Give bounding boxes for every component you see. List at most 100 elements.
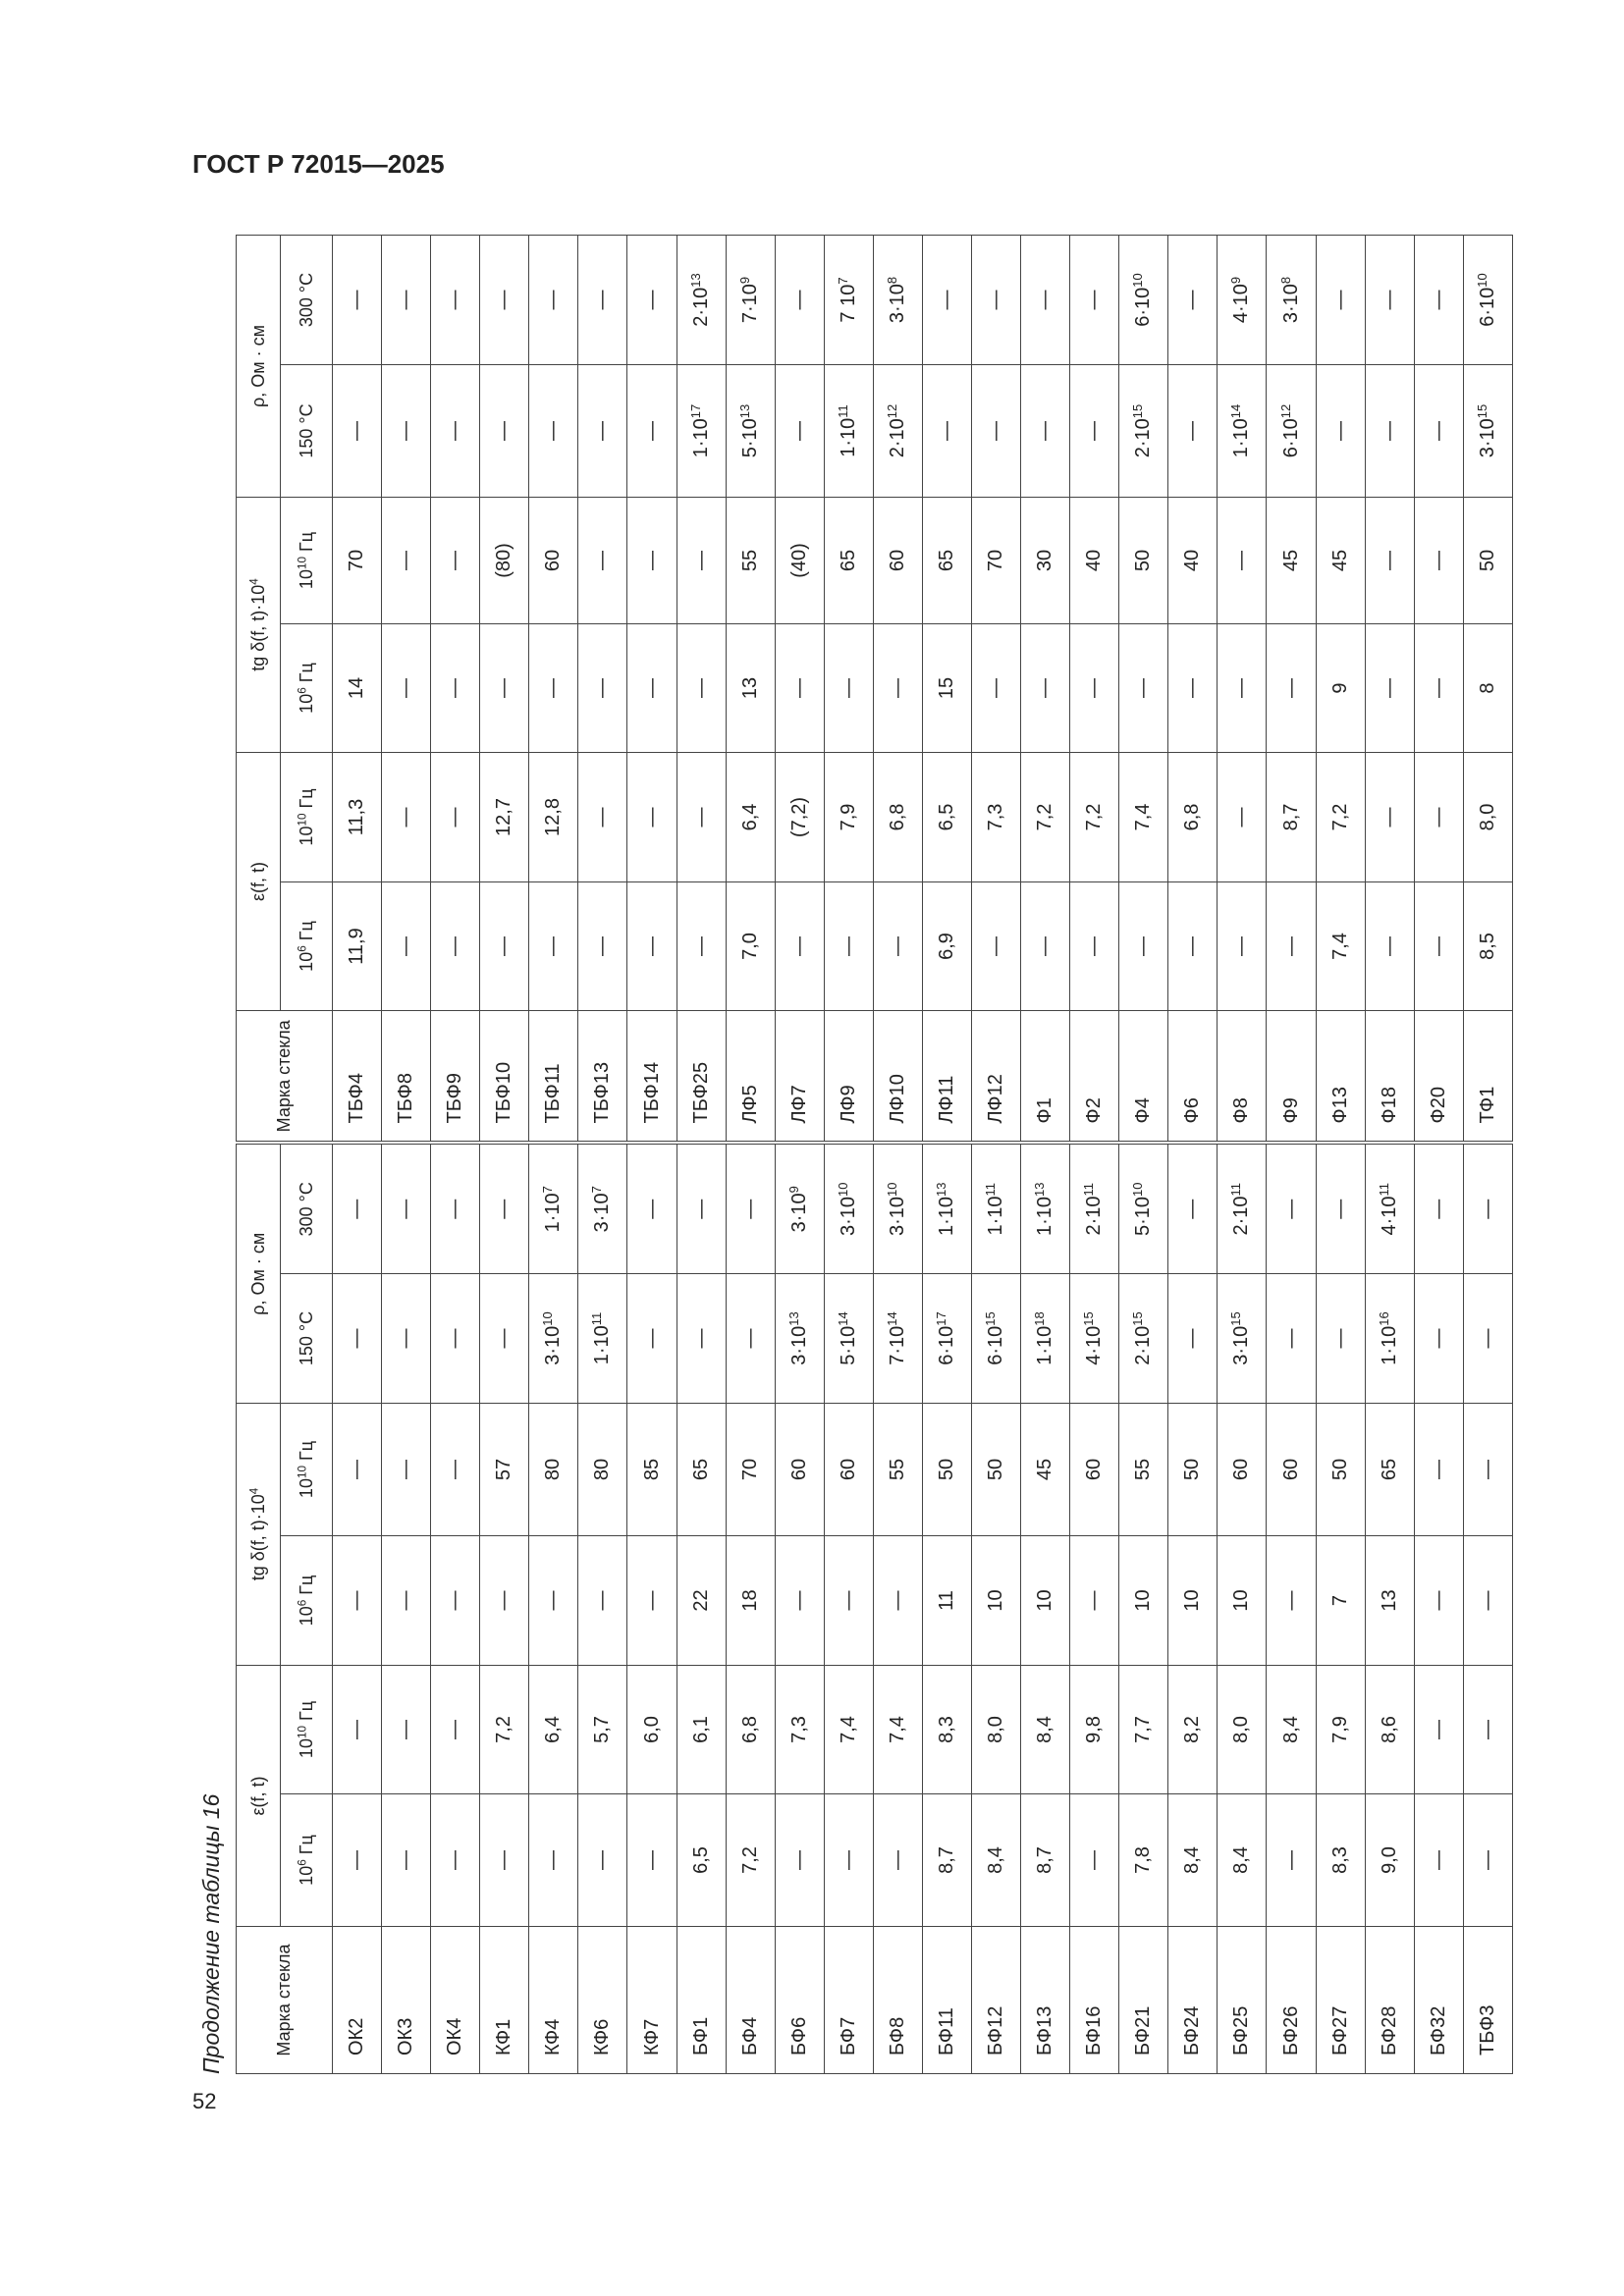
- table-cell: —: [1414, 1143, 1464, 1274]
- table-cell: 65: [922, 497, 972, 624]
- table-cell: ТБФ8: [381, 1010, 431, 1144]
- table-cell: —: [1217, 752, 1267, 882]
- table-cell: —: [1365, 881, 1415, 1011]
- text-part: 3·10: [542, 1325, 565, 1365]
- page-number: 52: [192, 2089, 217, 2113]
- table-cell: —: [430, 623, 480, 753]
- text-part: 2·10: [1230, 1196, 1253, 1236]
- table-cell: 8,4: [1020, 1665, 1070, 1794]
- table-cell: 5·1010: [1118, 1143, 1168, 1274]
- table-cell: 55: [1118, 1403, 1168, 1536]
- table-cell: 8,7: [922, 1793, 972, 1927]
- table-cell: —: [1365, 364, 1415, 498]
- table-row: БФ26—8,4—60— — Ф9—8,7—45 6·1012 3·108: [1266, 235, 1317, 2074]
- superscript: 14: [835, 1311, 850, 1326]
- text-part: 2·10: [1132, 1325, 1155, 1365]
- table-row: БФ28 9,0 8,6 13 65 1·1016 4·1011 Ф18— — — — — —: [1365, 235, 1415, 2074]
- table-cell: ЛФ10: [873, 1010, 923, 1144]
- text-part: 3·10: [591, 1193, 614, 1233]
- table-cell: —: [1414, 364, 1464, 498]
- table-cell: 11,9: [332, 881, 382, 1011]
- table-cell: 2·1013: [677, 235, 727, 365]
- table-cell: —: [430, 1535, 480, 1666]
- table-cell: —: [971, 623, 1021, 753]
- table-cell: 4·109: [1217, 235, 1267, 365]
- table-cell: —: [922, 364, 972, 498]
- table-cell: КФ4: [528, 1926, 578, 2074]
- text-part: 3·10: [1279, 284, 1302, 324]
- table-body: ОК2— — — — — — ТБФ4 11,9 11,3 14 70— — ОК3— — — — — — ТБФ8…: [332, 235, 1513, 2074]
- table-cell: —: [1365, 235, 1415, 365]
- table-cell: Ф2: [1069, 1010, 1119, 1144]
- table-cell: Ф13: [1316, 1010, 1366, 1144]
- table-cell: —: [1414, 235, 1464, 365]
- header-cell: ρ, Ом · см: [236, 1143, 281, 1404]
- table-cell: 6,4: [726, 752, 776, 882]
- text-part: 6·10: [1132, 287, 1155, 327]
- table-cell: —: [1316, 1143, 1366, 1274]
- table-cell: (7,2): [775, 752, 825, 882]
- table-row: ОК3— — — — — — ТБФ8— — — — — —: [381, 235, 431, 2074]
- table-cell: —: [528, 881, 578, 1011]
- table-cell: 40: [1069, 497, 1119, 624]
- superscript: 4: [247, 578, 261, 585]
- subheader-cell: 150 °С: [280, 1273, 333, 1404]
- table-cell: 12,8: [528, 752, 578, 882]
- table-cell: —: [332, 1793, 382, 1927]
- superscript: 7: [589, 1186, 605, 1194]
- superscript: 11: [835, 404, 850, 418]
- table-cell: —: [775, 364, 825, 498]
- table-cell: 7·109: [726, 235, 776, 365]
- table-cell: 8,5: [1463, 881, 1513, 1011]
- table-cell: —: [677, 623, 727, 753]
- table-cell: —: [824, 1793, 874, 1927]
- text-part: 1·10: [689, 418, 712, 458]
- table-cell: ТБФ4: [332, 1010, 382, 1144]
- table-cell: —: [577, 881, 627, 1011]
- table-cell: 6,5: [677, 1793, 727, 1927]
- table-cell: —: [1020, 364, 1070, 498]
- table-cell: —: [381, 1143, 431, 1274]
- table-cell: 3·108: [873, 235, 923, 365]
- table-cell: —: [873, 881, 923, 1011]
- table-cell: 7,2: [479, 1665, 529, 1794]
- table-cell: БФ7: [824, 1926, 874, 2074]
- text-part: Гц: [296, 1440, 316, 1467]
- table-cell: —: [479, 235, 529, 365]
- superscript: 7: [835, 277, 850, 285]
- table-cell: —: [824, 1535, 874, 1666]
- header-cell: ρ, Ом · см: [236, 235, 281, 498]
- table-cell: 6·1017: [922, 1273, 972, 1404]
- table-cell: 60: [1069, 1403, 1119, 1536]
- text-part: Гц: [296, 788, 316, 814]
- table-cell: 22: [677, 1535, 727, 1666]
- header-cell: ε(f, t): [236, 752, 281, 1011]
- table-cell: —: [479, 1143, 529, 1274]
- table-cell: 8,4: [1217, 1793, 1267, 1927]
- table-cell: —: [381, 497, 431, 624]
- subheader-cell: 106 Гц: [280, 881, 333, 1011]
- table-cell: 1·1016: [1365, 1273, 1415, 1404]
- table-cell: ТФ1: [1463, 1010, 1513, 1144]
- table-cell: —: [677, 1143, 727, 1274]
- table-cell: БФ32: [1414, 1926, 1464, 2074]
- table-cell: —: [479, 1793, 529, 1927]
- table-cell: БФ1: [677, 1926, 727, 2074]
- table-cell: —: [577, 235, 627, 365]
- table-cell: 7,4: [824, 1665, 874, 1794]
- table-cell: 8,3: [1316, 1793, 1366, 1927]
- table-cell: 50: [1167, 1403, 1218, 1536]
- table-row: БФ12 8,4 8,0 10 50 6·1015 1·1011 ЛФ12—7,3—70— —: [971, 235, 1021, 2074]
- text-part: tg δ(f, t)·10: [247, 1494, 268, 1581]
- rotated-table-block: Продолжение таблицы 16 Марка стекла ε(f, …: [191, 235, 1513, 2074]
- table-cell: ЛФ12: [971, 1010, 1021, 1144]
- table-cell: —: [332, 1273, 382, 1404]
- table-cell: —: [1069, 623, 1119, 753]
- table-cell: 60: [775, 1403, 825, 1536]
- table-cell: —: [332, 1403, 382, 1536]
- table-cell: —: [1167, 1273, 1218, 1404]
- table-cell: 45: [1266, 497, 1317, 624]
- table-cell: 60: [824, 1403, 874, 1536]
- table-cell: 10: [971, 1535, 1021, 1666]
- text-part: 1·10: [837, 417, 859, 457]
